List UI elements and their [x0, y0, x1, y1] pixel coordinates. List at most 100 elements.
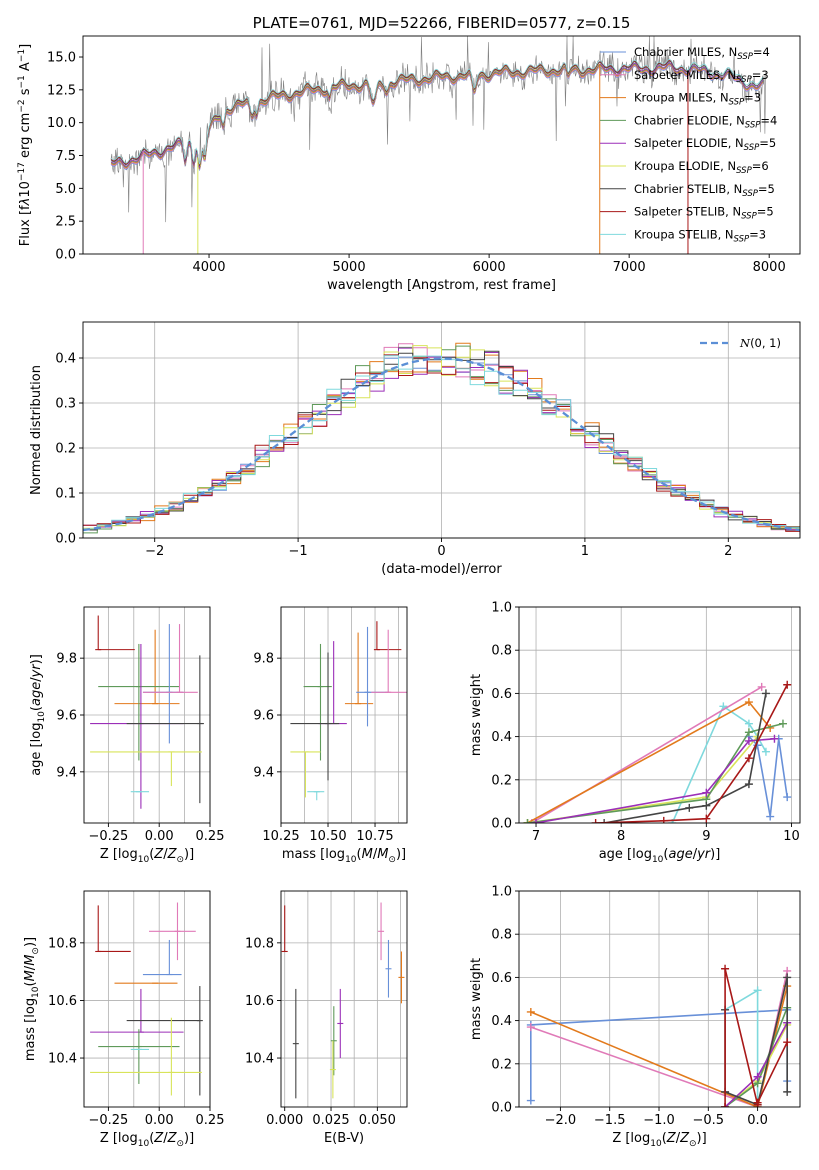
legend-sub: SSP	[734, 234, 750, 244]
spectrum-model-line	[110, 59, 764, 165]
histogram-step-line	[83, 354, 800, 535]
y-tick-label: 15.0	[47, 51, 76, 66]
axes-frame	[83, 890, 211, 1108]
y-tick-label: 0.6	[491, 971, 512, 986]
x-tick-label: 2	[724, 544, 732, 559]
y-tick-label: 9.4	[56, 765, 77, 780]
plot-area	[523, 680, 792, 823]
x-tick-label: 7000	[613, 260, 646, 275]
y-tick-label: 1.0	[491, 885, 512, 900]
x-tick-label: 5000	[333, 260, 366, 275]
legend-sub: SSP	[745, 120, 761, 130]
chart-title: PLATE=0761, MJD=52266, FIBERID=0577, z=0…	[253, 14, 631, 32]
weight-point-marker	[783, 1087, 792, 1096]
y-tick-label: 5.0	[55, 182, 76, 197]
weight-line	[535, 738, 775, 823]
y-tick-label: 9.6	[253, 709, 274, 724]
x-tick-label: 6000	[473, 260, 506, 275]
legend-sub: SSP	[729, 98, 745, 108]
x-tick-label: 0.25	[196, 1113, 225, 1128]
x-axis-label: Z [log10(Z/Z⊙)]	[100, 847, 194, 865]
weight-point-marker	[532, 819, 541, 823]
legend-entry: Salpeter MILES, NSSP=3	[634, 68, 769, 85]
legend-count: =5	[759, 136, 776, 150]
x-tick-label: 0	[437, 544, 445, 559]
weight-point-marker	[783, 973, 792, 982]
y-tick-label: 0.3	[55, 397, 76, 412]
weight-point-marker	[744, 698, 753, 707]
weight-point-marker	[600, 819, 609, 823]
legend-entry: Salpeter STELIB, NSSP=5	[634, 205, 774, 222]
weight-point-marker	[783, 793, 792, 802]
y-tick-label: 2.5	[55, 215, 76, 230]
weight-point-marker	[744, 754, 753, 763]
y-tick-label: 7.5	[55, 149, 76, 164]
weight-point-marker	[744, 719, 753, 728]
spectrum-model-line	[110, 63, 764, 169]
weight-point-marker	[526, 1023, 535, 1032]
weight-point-marker	[753, 986, 762, 995]
spectrum-model-line	[110, 65, 764, 171]
x-tick-label: 0.025	[312, 1113, 349, 1128]
axes-weight_vs_age: 7 8 9 10 0.0 0.2 0.4 0.6 0.8 1.0 age [log10(age/yr…	[469, 601, 801, 865]
legend-sub: SSP	[737, 52, 753, 62]
x-tick-label: −2.0	[545, 1113, 577, 1128]
y-tick-label: 9.4	[253, 765, 274, 780]
x-tick-label: 0.050	[359, 1113, 396, 1128]
legend-entry: Salpeter ELODIE, NSSP=5	[634, 136, 776, 153]
weight-point-marker	[591, 819, 600, 823]
plot-area	[83, 342, 800, 535]
spectrum-model-line	[110, 60, 764, 166]
plot-area	[281, 902, 405, 1099]
y-tick-label: 0.0	[491, 817, 512, 832]
y-tick-label: 10.8	[245, 936, 274, 951]
x-tick-label: −0.5	[693, 1113, 725, 1128]
histogram-legend: N(0, 1)	[700, 336, 781, 350]
x-tick-label: 9	[702, 829, 710, 844]
axes-frame	[518, 606, 801, 824]
x-tick-label: −2	[145, 544, 164, 559]
x-tick-label: −0.25	[88, 1113, 128, 1128]
x-axis-label: mass [log10(M/M⊙)]	[282, 847, 406, 865]
legend-count: =5	[757, 205, 774, 219]
x-axis-label: wavelength [Angstrom, rest frame]	[327, 278, 556, 293]
weight-point-marker	[702, 814, 711, 823]
y-tick-label: 12.5	[47, 83, 76, 98]
y-tick-label: 0.0	[491, 1101, 512, 1116]
x-tick-label: −1.5	[594, 1113, 626, 1128]
x-tick-label: 0.000	[266, 1113, 303, 1128]
y-tick-label: 10.0	[47, 116, 76, 131]
plot-area	[110, 36, 766, 254]
weight-point-marker	[757, 682, 766, 691]
x-tick-label: 0.25	[196, 829, 225, 844]
weight-point-marker	[702, 801, 711, 810]
weight-point-marker	[721, 1103, 730, 1107]
legend-entry: Kroupa ELODIE, NSSP=6	[634, 159, 769, 176]
plot-area	[290, 621, 407, 801]
y-tick-label: 9.8	[56, 652, 77, 667]
weight-point-marker	[744, 780, 753, 789]
spectrum-model-line	[110, 64, 764, 170]
weight-line	[530, 985, 788, 1107]
y-tick-label: 0.2	[55, 442, 76, 457]
y-tick-label: 0.4	[55, 352, 76, 367]
legend-count: =6	[752, 159, 769, 173]
legend-count: =3	[752, 68, 769, 82]
weight-point-marker	[659, 816, 668, 823]
spectrum-model-line	[110, 62, 764, 168]
axes-spectrum: 4000 5000 6000 7000 8000 0.0 2.5 5.0 7.5 10.0 12.5…	[17, 14, 801, 293]
x-tick-label: −1.0	[643, 1113, 675, 1128]
y-tick-label: 0.1	[55, 487, 76, 502]
y-axis-label: mass weight	[469, 674, 484, 756]
legend-symbol: N	[739, 336, 751, 350]
axes-frame	[82, 35, 801, 255]
plot-area	[90, 902, 203, 1096]
plot-area	[90, 615, 204, 809]
x-tick-label: 10.75	[356, 829, 393, 844]
weight-point-marker	[783, 680, 792, 689]
weight-point-marker	[761, 747, 770, 756]
legend-entry: Kroupa STELIB, NSSP=3	[634, 227, 766, 244]
y-axis-label: mass [log10(M/M⊙)]	[23, 937, 41, 1061]
weight-point-marker	[702, 788, 711, 797]
y-tick-label: 0.0	[55, 532, 76, 547]
